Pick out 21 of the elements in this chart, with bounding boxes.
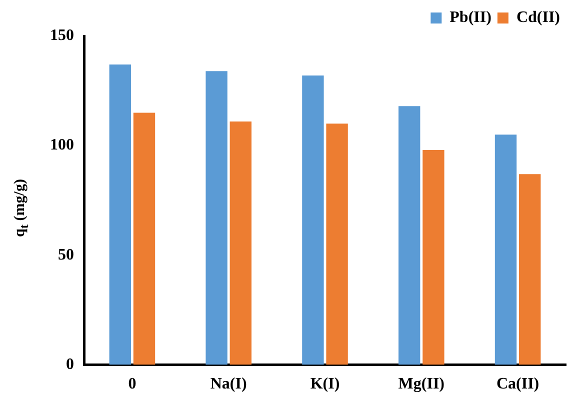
- bar: [109, 64, 131, 365]
- bar: [302, 75, 324, 365]
- bar: [133, 112, 156, 365]
- x-tick-label: Ca(II): [496, 376, 540, 393]
- x-tick-label: K(I): [310, 376, 340, 393]
- bar: [230, 121, 252, 365]
- y-tick-label: 0: [66, 356, 74, 373]
- bar: [398, 106, 420, 365]
- y-tick-label: 100: [50, 136, 74, 154]
- bar: [519, 174, 541, 365]
- y-tick-label: 50: [58, 246, 74, 264]
- x-tick-label: Mg(II): [398, 376, 445, 393]
- legend-label: Pb(II): [450, 9, 492, 26]
- x-tick-label: 0: [128, 376, 136, 393]
- bar: [326, 124, 348, 365]
- legend-label: Cd(II): [516, 9, 560, 26]
- bar: [206, 71, 228, 365]
- y-tick-label: 150: [50, 27, 74, 44]
- bar: [494, 134, 517, 365]
- bar: [422, 150, 444, 365]
- x-tick-label: Na(I): [210, 376, 247, 393]
